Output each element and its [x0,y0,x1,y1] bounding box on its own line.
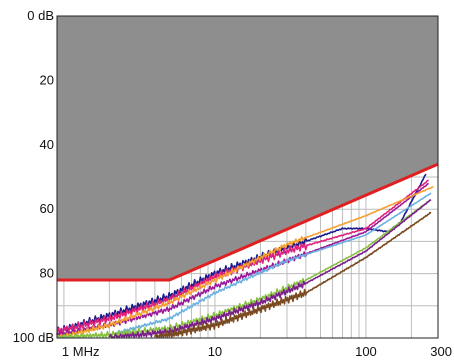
plot-frame [56,15,439,339]
tick-labels: 0 dB 20 40 60 80 100 dB 1 MHz 10 100 300 [13,8,452,359]
series-line-4 [57,186,434,338]
y-tick-label: 0 dB [27,8,54,23]
series-lines [56,173,434,338]
limit-line [57,162,439,282]
series-line-8 [154,211,432,338]
series-line-3 [56,182,429,338]
series-line-7 [108,199,432,338]
series-line-2 [56,179,429,336]
x-tick-label: 1 MHz [62,344,100,359]
y-tick-label: 40 [40,137,54,152]
y-tick-label: 60 [40,201,54,216]
y-tick-label: 20 [40,72,54,87]
limit-line-layer [57,162,439,282]
x-tick-label: 100 [355,344,377,359]
limit-fill-area [57,16,438,281]
x-tick-label: 300 [430,344,452,359]
y-tick-label: 100 dB [13,330,54,345]
y-tick-label: 80 [40,266,54,281]
limit-fill-region [57,16,438,281]
x-tick-label: 10 [208,344,222,359]
